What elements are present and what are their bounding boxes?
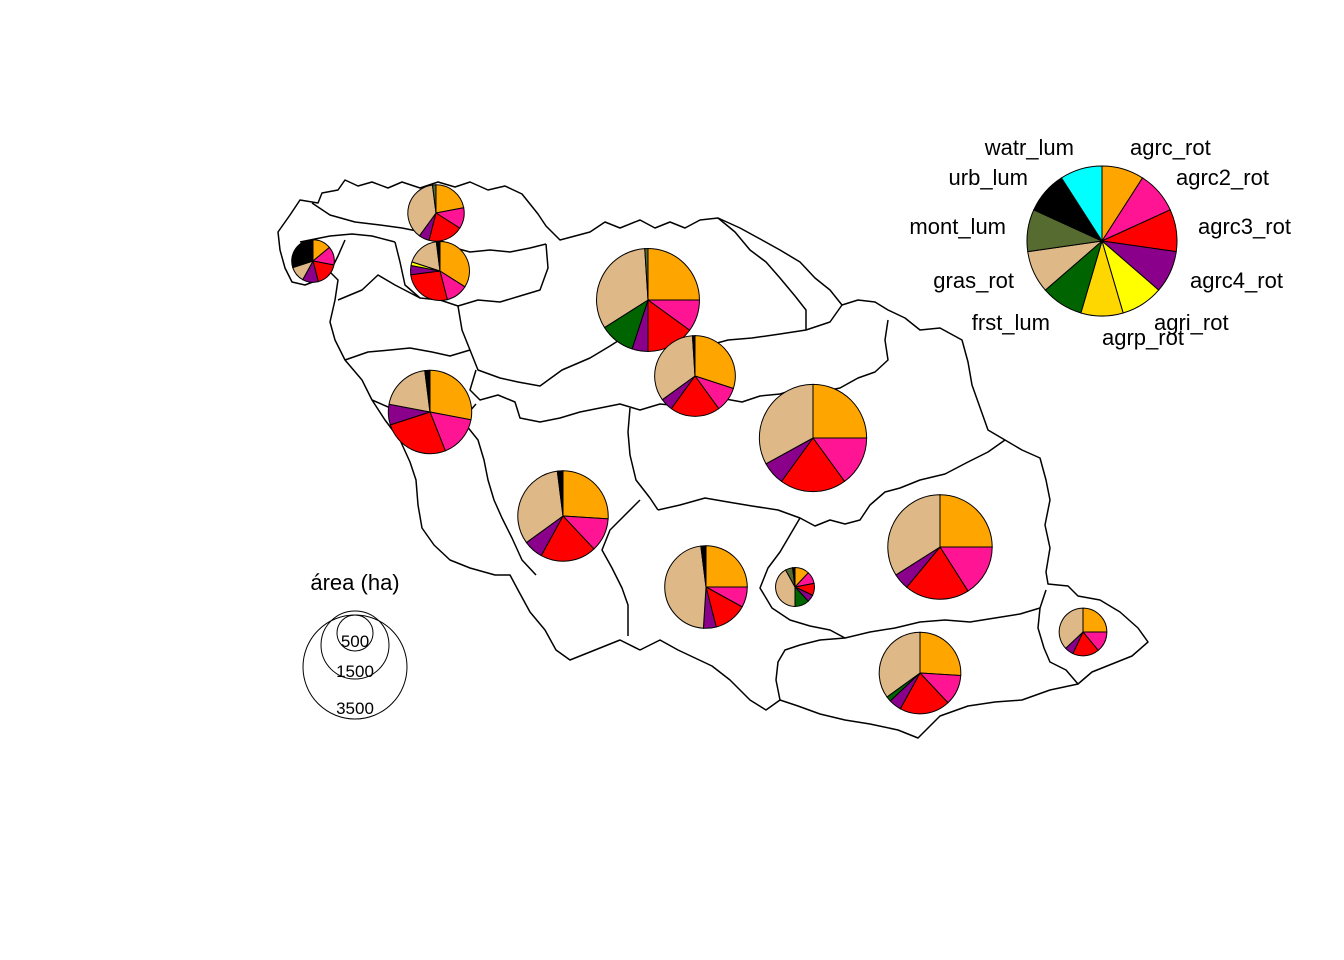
size-legend-title: área (ha)	[310, 570, 399, 595]
pie-sb08-wedge-agrc_rot	[562, 470, 609, 520]
pie-sb12-wedge-agrc_rot	[919, 631, 962, 677]
pie-sb13	[1058, 607, 1108, 657]
divide-s-5	[657, 439, 1006, 527]
size-legend: área (ha) 500 1500 3500	[302, 570, 408, 720]
subbasin-boundaries	[277, 179, 1149, 739]
legend-label-agrp-rot: agrp_rot	[1102, 325, 1184, 350]
divide-se-1	[1037, 607, 1079, 685]
pie-sb11-wedge-agrc2_rot	[939, 546, 993, 592]
pie-sb01-wedge-gras_rot	[407, 184, 437, 237]
legend-label-mont-lum: mont_lum	[909, 214, 1006, 239]
pie-sb06-wedge-urb_lum	[424, 369, 431, 413]
pie-sb07-wedge-gras_rot	[758, 383, 814, 465]
pie-sb06-wedge-agrc3_rot	[389, 411, 447, 455]
pie-sb06-wedge-gras_rot	[388, 370, 431, 413]
pie-sb12-wedge-agrc3_rot	[899, 672, 949, 715]
pie-sb09-wedge-gras_rot	[664, 545, 707, 629]
legend-label-gras-rot: gras_rot	[933, 268, 1014, 293]
pie-sb08	[517, 470, 609, 562]
pie-sb04-wedge-gras_rot	[596, 248, 649, 329]
legend-labels: agrc_rot agrc2_rot agrc3_rot agrc4_rot a…	[909, 135, 1291, 350]
pie-sb07-wedge-agrc3_rot	[780, 437, 846, 493]
pie-sb11	[887, 494, 993, 600]
pie-sb02-wedge-agrc3_rot	[410, 270, 448, 301]
pie-sb09-wedge-agrc_rot	[705, 545, 748, 588]
legend-pie-chart-wedge-watr_lum	[1060, 165, 1103, 243]
pie-sb07-wedge-agrc2_rot	[812, 437, 868, 483]
legend-label-agrc4-rot: agrc4_rot	[1190, 268, 1283, 293]
pie-sb07	[758, 383, 868, 493]
divide-s-6	[759, 517, 846, 701]
legend-label-watr-lum: watr_lum	[984, 135, 1074, 160]
pie-sb05	[654, 335, 736, 417]
divide-s-7	[844, 589, 1047, 639]
divide-c-3	[344, 347, 471, 361]
pie-sb05-wedge-gras_rot	[654, 335, 696, 401]
legend-label-frst-lum: frst_lum	[972, 310, 1050, 335]
pie-sb05-wedge-agrc3_rot	[670, 375, 720, 417]
pie-sb10-wedge-urb_lum	[792, 567, 796, 588]
legend-label-urb-lum: urb_lum	[949, 165, 1028, 190]
pie-sb06-wedge-agrc_rot	[429, 369, 473, 421]
pie-sb04-wedge-agrc_rot	[647, 248, 700, 301]
pie-sb12-wedge-gras_rot	[878, 631, 921, 698]
pie-sb06	[387, 369, 473, 455]
legend-label-agrc2-rot: agrc2_rot	[1176, 165, 1269, 190]
divide-s-4	[601, 499, 641, 636]
pie-sb09-wedge-urb_lum	[700, 545, 707, 588]
pie-sb03	[291, 239, 335, 283]
subbasin-pies	[291, 184, 1108, 715]
pie-sb05-wedge-agrc_rot	[694, 335, 736, 390]
divide-c-1	[337, 274, 421, 301]
divide-s-3	[627, 407, 659, 511]
pie-sb02-wedge-urb_lum	[435, 240, 441, 272]
pie-sb05-wedge-urb_lum	[691, 335, 696, 377]
pie-sb11-wedge-agrc_rot	[939, 494, 993, 548]
legend-label-agri-rot: agri_rot	[1154, 310, 1229, 335]
pie-sb04	[596, 248, 700, 352]
legend-pie	[1026, 165, 1178, 317]
size-circle-3500	[302, 614, 408, 720]
size-label-500: 500	[341, 632, 369, 651]
pie-sb01-wedge-mont_lum	[431, 184, 437, 214]
divide-s-2	[461, 419, 537, 576]
legend-label-agrc3-rot: agrc3_rot	[1198, 214, 1291, 239]
pie-sb03-wedge-urb_lum	[291, 239, 314, 269]
pie-sb11-wedge-gras_rot	[887, 494, 941, 576]
catchment-outline	[277, 179, 1149, 739]
pie-sb02	[410, 240, 470, 301]
pie-sb09	[664, 545, 748, 629]
legend-label-agrc-rot: agrc_rot	[1130, 135, 1211, 160]
pie-sb08-wedge-agrc3_rot	[540, 515, 595, 562]
pie-sb01-wedge-agrc_rot	[435, 184, 465, 214]
pie-sb08-wedge-urb_lum	[556, 470, 564, 517]
size-label-1500: 1500	[336, 662, 374, 681]
pie-sb01-wedge-agrc3_rot	[428, 212, 461, 242]
size-label-3500: 3500	[336, 699, 374, 718]
pie-sb01	[407, 184, 465, 242]
legend-pie-chart	[1026, 165, 1178, 317]
divide-nw-4	[394, 241, 549, 307]
size-circle-1500	[320, 610, 390, 680]
pie-sb11-wedge-agrc3_rot	[906, 546, 969, 600]
pie-sb04-wedge-mont_lum	[644, 248, 649, 301]
pie-sb08-wedge-gras_rot	[517, 470, 564, 544]
pie-sb13-wedge-agrc_rot	[1082, 607, 1108, 633]
divide-se-2	[717, 217, 807, 330]
pie-sb07-wedge-agrc_rot	[812, 383, 868, 439]
divide-nw-2	[299, 233, 396, 243]
pie-sb12	[878, 631, 962, 715]
pie-sb10	[775, 567, 815, 607]
pie-sb13-wedge-gras_rot	[1058, 607, 1084, 650]
